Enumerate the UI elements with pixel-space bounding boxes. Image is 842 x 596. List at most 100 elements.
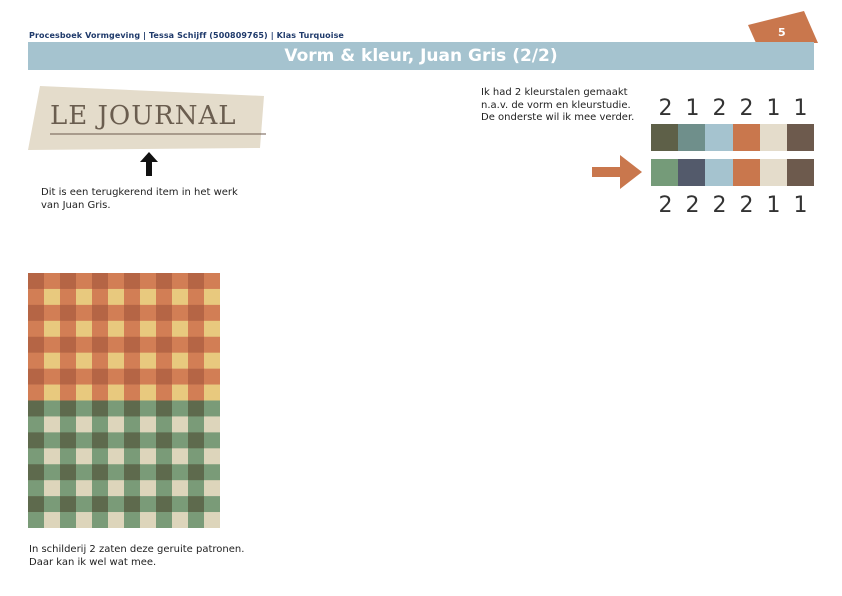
pattern-cell [204, 384, 220, 401]
pattern-cell [92, 352, 109, 369]
journal-label-shape [28, 86, 266, 150]
pattern-cell [76, 400, 93, 417]
pattern-cell [76, 448, 93, 465]
pattern-cell [44, 416, 61, 433]
pattern-cell [204, 448, 220, 465]
pattern-cell [188, 320, 205, 338]
pattern-cell [156, 400, 173, 417]
pattern-cell [156, 432, 173, 449]
digit: 1 [766, 193, 781, 218]
pattern-cell [156, 384, 173, 401]
pattern-cell [172, 352, 189, 369]
pattern-cell [28, 432, 45, 449]
pattern-cell [140, 480, 157, 497]
pattern-cell [60, 320, 77, 338]
pattern-cell [28, 320, 45, 338]
pattern-cell [156, 416, 173, 433]
pattern-cell [28, 464, 45, 481]
pattern-cell [188, 288, 205, 306]
pattern-cell [172, 464, 189, 481]
pattern-cell [76, 320, 93, 338]
pattern-cell [156, 464, 173, 481]
pattern-cell [140, 512, 157, 528]
pattern-cell [76, 336, 93, 353]
pattern-cell [140, 448, 157, 465]
arrow-up-icon [140, 152, 158, 176]
pattern-cell [124, 496, 141, 513]
pattern-cell [172, 336, 189, 353]
pattern-cell [124, 512, 141, 528]
pattern-cell [124, 320, 141, 338]
pattern-cell [188, 496, 205, 513]
pattern-cell [108, 384, 125, 401]
color-swatch [705, 159, 733, 186]
pattern-cell [44, 480, 61, 497]
top-swatch-digits: 2 1 2 2 1 1 [652, 96, 814, 121]
color-swatch [732, 124, 760, 151]
digit: 1 [766, 96, 781, 121]
pattern-cell [140, 384, 157, 401]
pattern-cell [140, 496, 157, 513]
pattern-cell [108, 273, 125, 290]
pattern-cell [204, 496, 220, 513]
pattern-cell [172, 416, 189, 433]
pattern-cell [124, 416, 141, 433]
pattern-cell [188, 304, 205, 322]
pattern-cell [124, 400, 141, 417]
pattern-cell [204, 288, 220, 306]
pattern-cell [204, 368, 220, 385]
pattern-cell [108, 320, 125, 338]
pattern-cell [156, 288, 173, 306]
pattern-cell [28, 496, 45, 513]
pattern-cell [188, 336, 205, 353]
pattern-cell [156, 273, 173, 290]
pattern-cell [92, 304, 109, 322]
pattern-cell [172, 448, 189, 465]
pattern-cell [92, 512, 109, 528]
pattern-cell [108, 480, 125, 497]
pattern-cell [108, 464, 125, 481]
pattern-cell [124, 432, 141, 449]
bottom-swatch-digits: 2 2 2 2 1 1 [652, 193, 814, 218]
color-swatch [786, 159, 815, 186]
pattern-cell [76, 480, 93, 497]
pattern-cell [108, 336, 125, 353]
pattern-caption: In schilderij 2 zaten deze geruite patro… [29, 544, 245, 568]
arrow-right-icon [592, 155, 642, 189]
pattern-cell [140, 288, 157, 306]
pattern-cell [172, 400, 189, 417]
pattern-cell [92, 320, 109, 338]
pattern-cell [188, 273, 205, 290]
pattern-cell [172, 273, 189, 290]
pattern-cell [204, 512, 220, 528]
pattern-cell [44, 432, 61, 449]
pattern-cell [60, 496, 77, 513]
pattern-cell [44, 512, 61, 528]
journal-text: LE JOURNAL [50, 101, 237, 131]
pattern-cell [28, 368, 45, 385]
pattern-cell [124, 288, 141, 306]
pattern-cell [108, 368, 125, 385]
pattern-cell [28, 336, 45, 353]
pattern-cell [92, 273, 109, 290]
pattern-cell [156, 352, 173, 369]
pattern-cell [156, 336, 173, 353]
pattern-cell [44, 288, 61, 306]
pattern-cell [124, 448, 141, 465]
pattern-cell [60, 288, 77, 306]
color-swatch [678, 124, 706, 151]
pattern-cell [76, 416, 93, 433]
pattern-cell [60, 368, 77, 385]
pattern-cell [92, 336, 109, 353]
digit: 1 [685, 96, 700, 121]
pattern-cell [44, 400, 61, 417]
pattern-cell [60, 432, 77, 449]
page-number: 5 [778, 26, 786, 39]
digit: 2 [739, 193, 754, 218]
pattern-cell [204, 352, 220, 369]
pattern-cell [76, 352, 93, 369]
color-swatch [786, 124, 815, 151]
pattern-cell [204, 336, 220, 353]
pattern-cell [92, 464, 109, 481]
pattern-cell [108, 416, 125, 433]
